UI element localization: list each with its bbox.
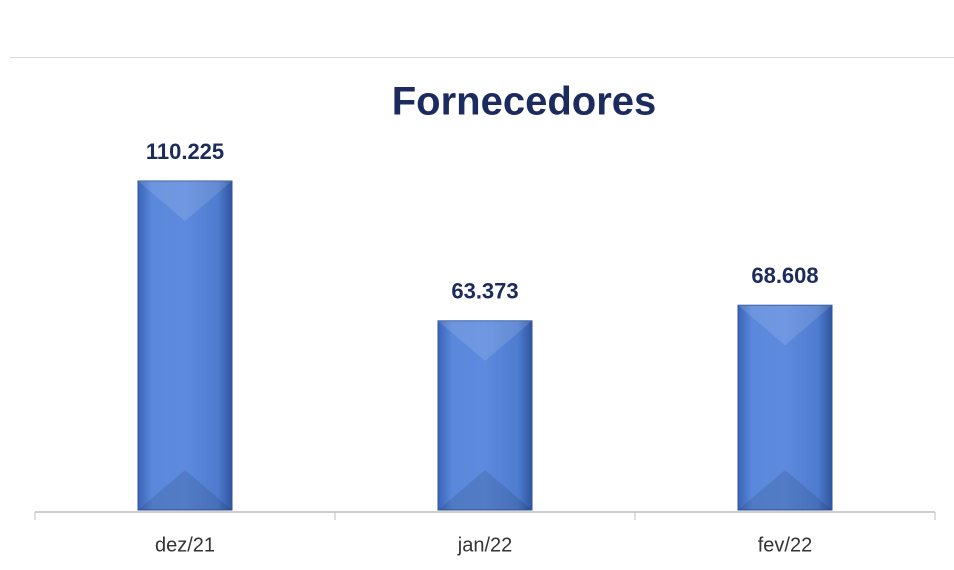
bar-bevel xyxy=(138,470,232,510)
data-label: 68.608 xyxy=(751,263,818,288)
category-axis xyxy=(34,511,936,520)
bar xyxy=(737,304,833,511)
bar xyxy=(137,180,233,511)
chart-title: Fornecedores xyxy=(392,80,657,124)
x-tick-label: jan/22 xyxy=(457,534,513,556)
bar-bevel xyxy=(438,320,532,361)
x-tick-label: fev/22 xyxy=(758,534,812,556)
bar-bevel xyxy=(438,470,532,510)
bar-bevel xyxy=(738,470,832,510)
x-tick-label: dez/21 xyxy=(155,534,215,556)
bar-bevel xyxy=(138,181,232,221)
bar-bevel xyxy=(738,305,832,346)
data-label: 63.373 xyxy=(451,279,518,304)
bar xyxy=(437,320,533,511)
data-label: 110.225 xyxy=(146,139,224,164)
